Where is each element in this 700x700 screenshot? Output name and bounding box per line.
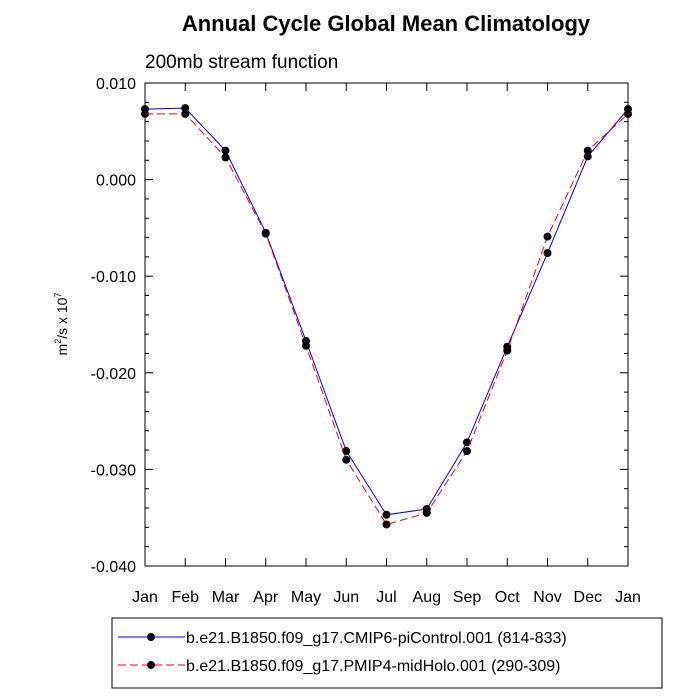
series-point <box>422 508 431 517</box>
series-point <box>463 447 471 456</box>
series-point <box>503 346 512 355</box>
series-point <box>342 447 351 456</box>
legend-label: b.e21.B1850.f09_g17.PMIP4-midHolo.001 (2… <box>186 658 560 675</box>
y-tick-label: -0.030 <box>91 462 136 479</box>
x-tick-label: Jun <box>333 589 359 606</box>
legend: b.e21.B1850.f09_g17.CMIP6-piControl.001 … <box>111 617 663 689</box>
series-point <box>221 153 230 162</box>
x-tick-label: Jan <box>615 589 641 606</box>
series-point <box>382 510 391 519</box>
y-axis-label-base-sup: 2 <box>53 339 63 344</box>
series-point <box>221 146 230 155</box>
series-point <box>543 232 552 241</box>
series-point <box>181 104 190 113</box>
x-tick-label: Oct <box>495 589 520 606</box>
y-axis-label-middle-sup: 7 <box>53 293 63 298</box>
series-point <box>543 249 552 258</box>
series-point <box>181 109 190 118</box>
x-tick-label: Jan <box>132 589 158 606</box>
x-tick-label: Feb <box>171 589 199 606</box>
x-tick-label: Jul <box>376 589 396 606</box>
x-tick-label: Apr <box>253 589 279 606</box>
x-tick-label: Mar <box>212 589 240 606</box>
y-axis-label: m2/s x 107 <box>53 293 70 356</box>
series-group <box>141 104 632 529</box>
x-tick-label: May <box>291 589 321 606</box>
x-tick-label: Sep <box>453 589 482 606</box>
series-line <box>145 113 629 526</box>
series-point <box>302 341 310 350</box>
series-line <box>144 107 629 516</box>
y-tick-label: -0.040 <box>91 559 136 576</box>
y-tick-label: 0.000 <box>96 173 136 190</box>
x-tick-label: Dec <box>574 589 602 606</box>
series-point <box>624 109 632 118</box>
series-point <box>342 455 351 464</box>
legend-marker <box>147 633 155 641</box>
legend-marker <box>147 661 155 669</box>
series-point <box>583 146 592 155</box>
x-tick-label: Nov <box>533 589 561 606</box>
y-axis-labels: 0.010 0.000 -0.010 -0.020 -0.030 -0.040 <box>91 76 136 576</box>
chart-subtitle: 200mb stream function <box>145 52 338 73</box>
legend-box <box>111 617 663 689</box>
y-tick-label: -0.010 <box>91 269 136 286</box>
y-axis-label-base: m <box>54 344 70 356</box>
series-point <box>382 520 391 529</box>
y-tick-label: -0.020 <box>91 366 136 383</box>
legend-label: b.e21.B1850.f09_g17.CMIP6-piControl.001 … <box>186 630 567 647</box>
chart-title: Annual Cycle Global Mean Climatology <box>182 11 591 36</box>
series-point <box>463 438 471 447</box>
series-point <box>261 229 270 238</box>
y-tick-label: 0.010 <box>96 76 136 93</box>
y-axis-label-middle: /s x 10 <box>54 297 70 338</box>
axis-ticks <box>144 82 629 567</box>
plot-frame <box>144 82 629 567</box>
x-tick-label: Aug <box>413 589 441 606</box>
series-point <box>141 109 149 118</box>
x-axis-labels: Jan Feb Mar Apr May Jun Jul Aug Sep Oct Nov Dec Jan <box>132 589 641 606</box>
